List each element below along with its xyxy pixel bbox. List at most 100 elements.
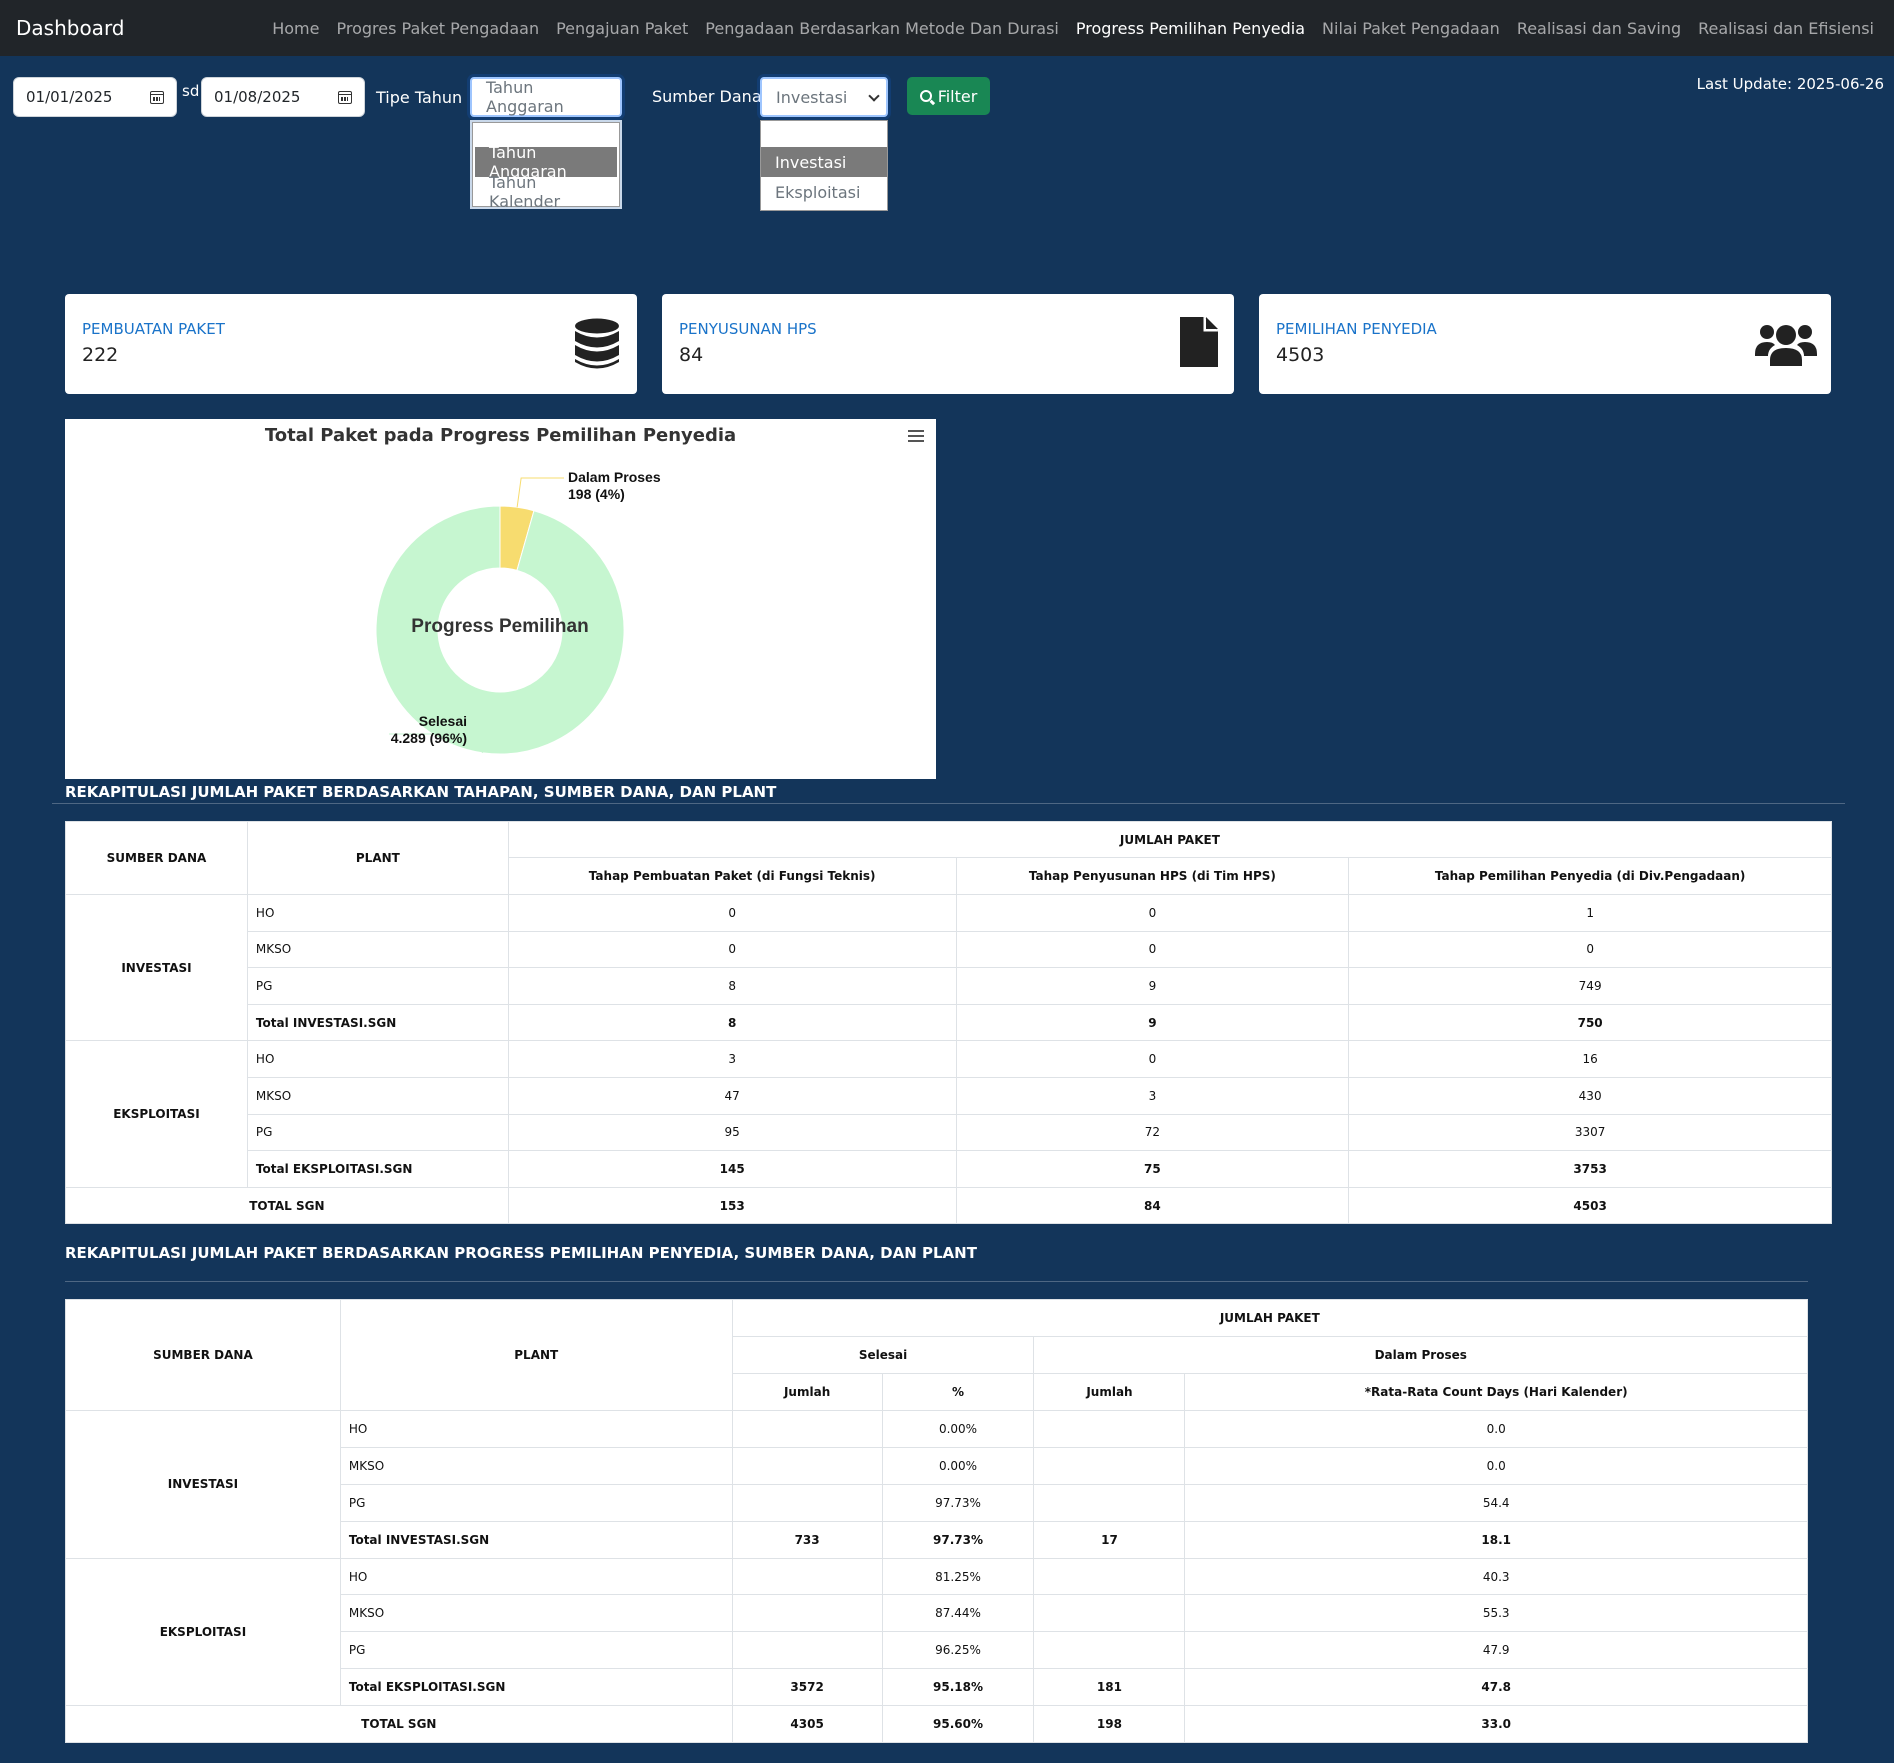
value-cell: 181: [1033, 1668, 1186, 1707]
th-sumber-dana: SUMBER DANA: [65, 1299, 341, 1411]
group-cell: EKSPLOITASI: [65, 1040, 248, 1188]
tipe-tahun-value: Tahun Anggaran: [486, 78, 564, 116]
nav-home[interactable]: Home: [272, 18, 320, 38]
th-sumber-dana: SUMBER DANA: [65, 821, 248, 895]
table-row-total: TOTAL SGN 4305 95.60% 198 33.0: [65, 1705, 1808, 1744]
plant-cell: HO: [339, 1557, 733, 1596]
tipe-tahun-select[interactable]: Tahun Anggaran: [470, 77, 622, 117]
group-cell: INVESTASI: [65, 1410, 341, 1559]
slice-label-selesai: Selesai: [419, 713, 467, 729]
value-cell: 750: [1348, 1003, 1832, 1042]
th-plant: PLANT: [339, 1299, 733, 1411]
total-label: TOTAL SGN: [65, 1705, 733, 1744]
value-cell: 54.4: [1184, 1483, 1808, 1522]
navbar: Dashboard Home Progres Paket Pengadaan P…: [0, 0, 1894, 56]
nav-realisasi-saving[interactable]: Realisasi dan Saving: [1516, 18, 1682, 38]
group-cell: EKSPLOITASI: [65, 1557, 341, 1707]
value-cell: 81.25%: [881, 1557, 1035, 1596]
value-cell: 9: [955, 967, 1350, 1005]
th-tahap-pemilihan: Tahap Pemilihan Penyedia (di Div.Pengada…: [1348, 857, 1832, 895]
value-cell: 749: [1348, 967, 1832, 1005]
value-cell: [731, 1594, 883, 1633]
plant-cell: HO: [246, 894, 509, 932]
connector-selesai: [389, 733, 484, 754]
value-cell: 0: [955, 1040, 1350, 1078]
value-cell: 3: [507, 1040, 957, 1078]
th-selesai-persen: %: [881, 1373, 1035, 1411]
date-to-value: 01/08/2025: [214, 88, 301, 106]
table-row-total: TOTAL SGN 153 84 4503: [65, 1186, 1832, 1225]
value-cell: 3572: [731, 1668, 883, 1707]
option-eksploitasi[interactable]: Eksploitasi: [775, 182, 861, 202]
connector-dalam-proses: [516, 477, 564, 508]
value-cell: [731, 1483, 883, 1522]
value-cell: [731, 1446, 883, 1485]
plant-cell: MKSO: [339, 1446, 733, 1485]
value-cell: 96.25%: [881, 1631, 1035, 1670]
card-pembuatan-paket: PEMBUATAN PAKET 222: [65, 294, 637, 394]
option-investasi[interactable]: Investasi: [761, 147, 887, 177]
card-pemilihan-penyedia: PEMILIHAN PENYEDIA 4503: [1259, 294, 1831, 394]
th-jumlah-paket: JUMLAH PAKET: [731, 1299, 1809, 1337]
th-selesai-jumlah: Jumlah: [731, 1373, 883, 1411]
total-label: TOTAL SGN: [65, 1186, 509, 1225]
nav-pengadaan-metode-durasi[interactable]: Pengadaan Berdasarkan Metode Dan Durasi: [705, 18, 1059, 38]
total-value-cell: 4305: [731, 1705, 883, 1744]
value-cell: 97.73%: [881, 1483, 1035, 1522]
table-row: PG 8 9 749: [66, 967, 1832, 1005]
divider: [52, 803, 1845, 804]
file-icon: [1180, 317, 1218, 367]
plant-cell: PG: [339, 1631, 733, 1670]
donut-center-label: Progress Pemilihan: [411, 616, 588, 637]
value-cell: [1033, 1410, 1186, 1448]
sumber-dana-value: Investasi: [776, 87, 848, 107]
th-plant: PLANT: [246, 821, 509, 895]
sumber-dana-select[interactable]: Investasi: [760, 77, 888, 117]
slice-value-dalam-proses: 198 (4%): [568, 486, 625, 502]
table-row: EKSPLOITASI HO 3 0 16: [65, 1040, 1832, 1188]
card-penyusunan-hps: PENYUSUNAN HPS 84: [662, 294, 1234, 394]
date-from-input[interactable]: 01/01/2025: [13, 77, 177, 117]
value-cell: [1033, 1446, 1186, 1485]
th-dalam-proses: Dalam Proses: [1033, 1336, 1808, 1374]
th-proses-jumlah: Jumlah: [1033, 1373, 1186, 1411]
filter-button[interactable]: Filter: [907, 77, 990, 115]
table-row: MKSO 0.00% 0.0: [66, 1446, 1808, 1485]
nav-realisasi-efisiensi[interactable]: Realisasi dan Efisiensi: [1698, 18, 1874, 38]
value-cell: 3307: [1348, 1113, 1832, 1152]
table-row: MKSO 0 0 0: [66, 930, 1832, 969]
filter-button-label: Filter: [937, 86, 978, 106]
brand[interactable]: Dashboard: [16, 16, 125, 40]
table-row: Total EKSPLOITASI.SGN 3572 95.18% 181 47.8: [66, 1668, 1808, 1707]
plant-cell: MKSO: [246, 930, 509, 969]
menu-icon[interactable]: [908, 430, 924, 445]
value-cell: [1033, 1557, 1186, 1596]
card-value: 84: [679, 344, 704, 366]
value-cell: 47.9: [1184, 1631, 1808, 1670]
value-cell: 0.00%: [881, 1446, 1035, 1485]
th-jumlah-paket: JUMLAH PAKET: [507, 821, 1833, 858]
nav-nilai-paket-pengadaan[interactable]: Nilai Paket Pengadaan: [1322, 18, 1500, 38]
calendar-icon[interactable]: [338, 90, 352, 104]
nav-progress-pemilihan-penyedia[interactable]: Progress Pemilihan Penyedia: [1075, 18, 1306, 38]
plant-cell: MKSO: [246, 1076, 509, 1115]
nav-progres-paket-pengadaan[interactable]: Progres Paket Pengadaan: [336, 18, 540, 38]
plant-cell: Total INVESTASI.SGN: [246, 1003, 509, 1042]
table-row: MKSO 47 3 430: [66, 1076, 1832, 1115]
card-title: PEMBUATAN PAKET: [82, 320, 225, 338]
date-to-input[interactable]: 01/08/2025: [201, 77, 365, 117]
value-cell: 17: [1033, 1520, 1186, 1559]
slice-selesai[interactable]: [375, 505, 625, 755]
calendar-icon[interactable]: [150, 90, 164, 104]
value-cell: [731, 1557, 883, 1596]
value-cell: 18.1: [1184, 1520, 1808, 1559]
table1-title: REKAPITULASI JUMLAH PAKET BERDASARKAN TA…: [65, 783, 777, 801]
nav-pengajuan-paket[interactable]: Pengajuan Paket: [556, 18, 689, 38]
plant-cell: HO: [339, 1410, 733, 1448]
table-row: PG 96.25% 47.9: [66, 1631, 1808, 1670]
chevron-down-icon: [868, 90, 880, 102]
option-tahun-kalender[interactable]: Tahun Kalender: [489, 173, 561, 211]
option-tahun-anggaran[interactable]: Tahun Anggaran: [475, 143, 617, 181]
group-cell: INVESTASI: [65, 893, 248, 1042]
total-value-cell: 84: [955, 1186, 1350, 1225]
